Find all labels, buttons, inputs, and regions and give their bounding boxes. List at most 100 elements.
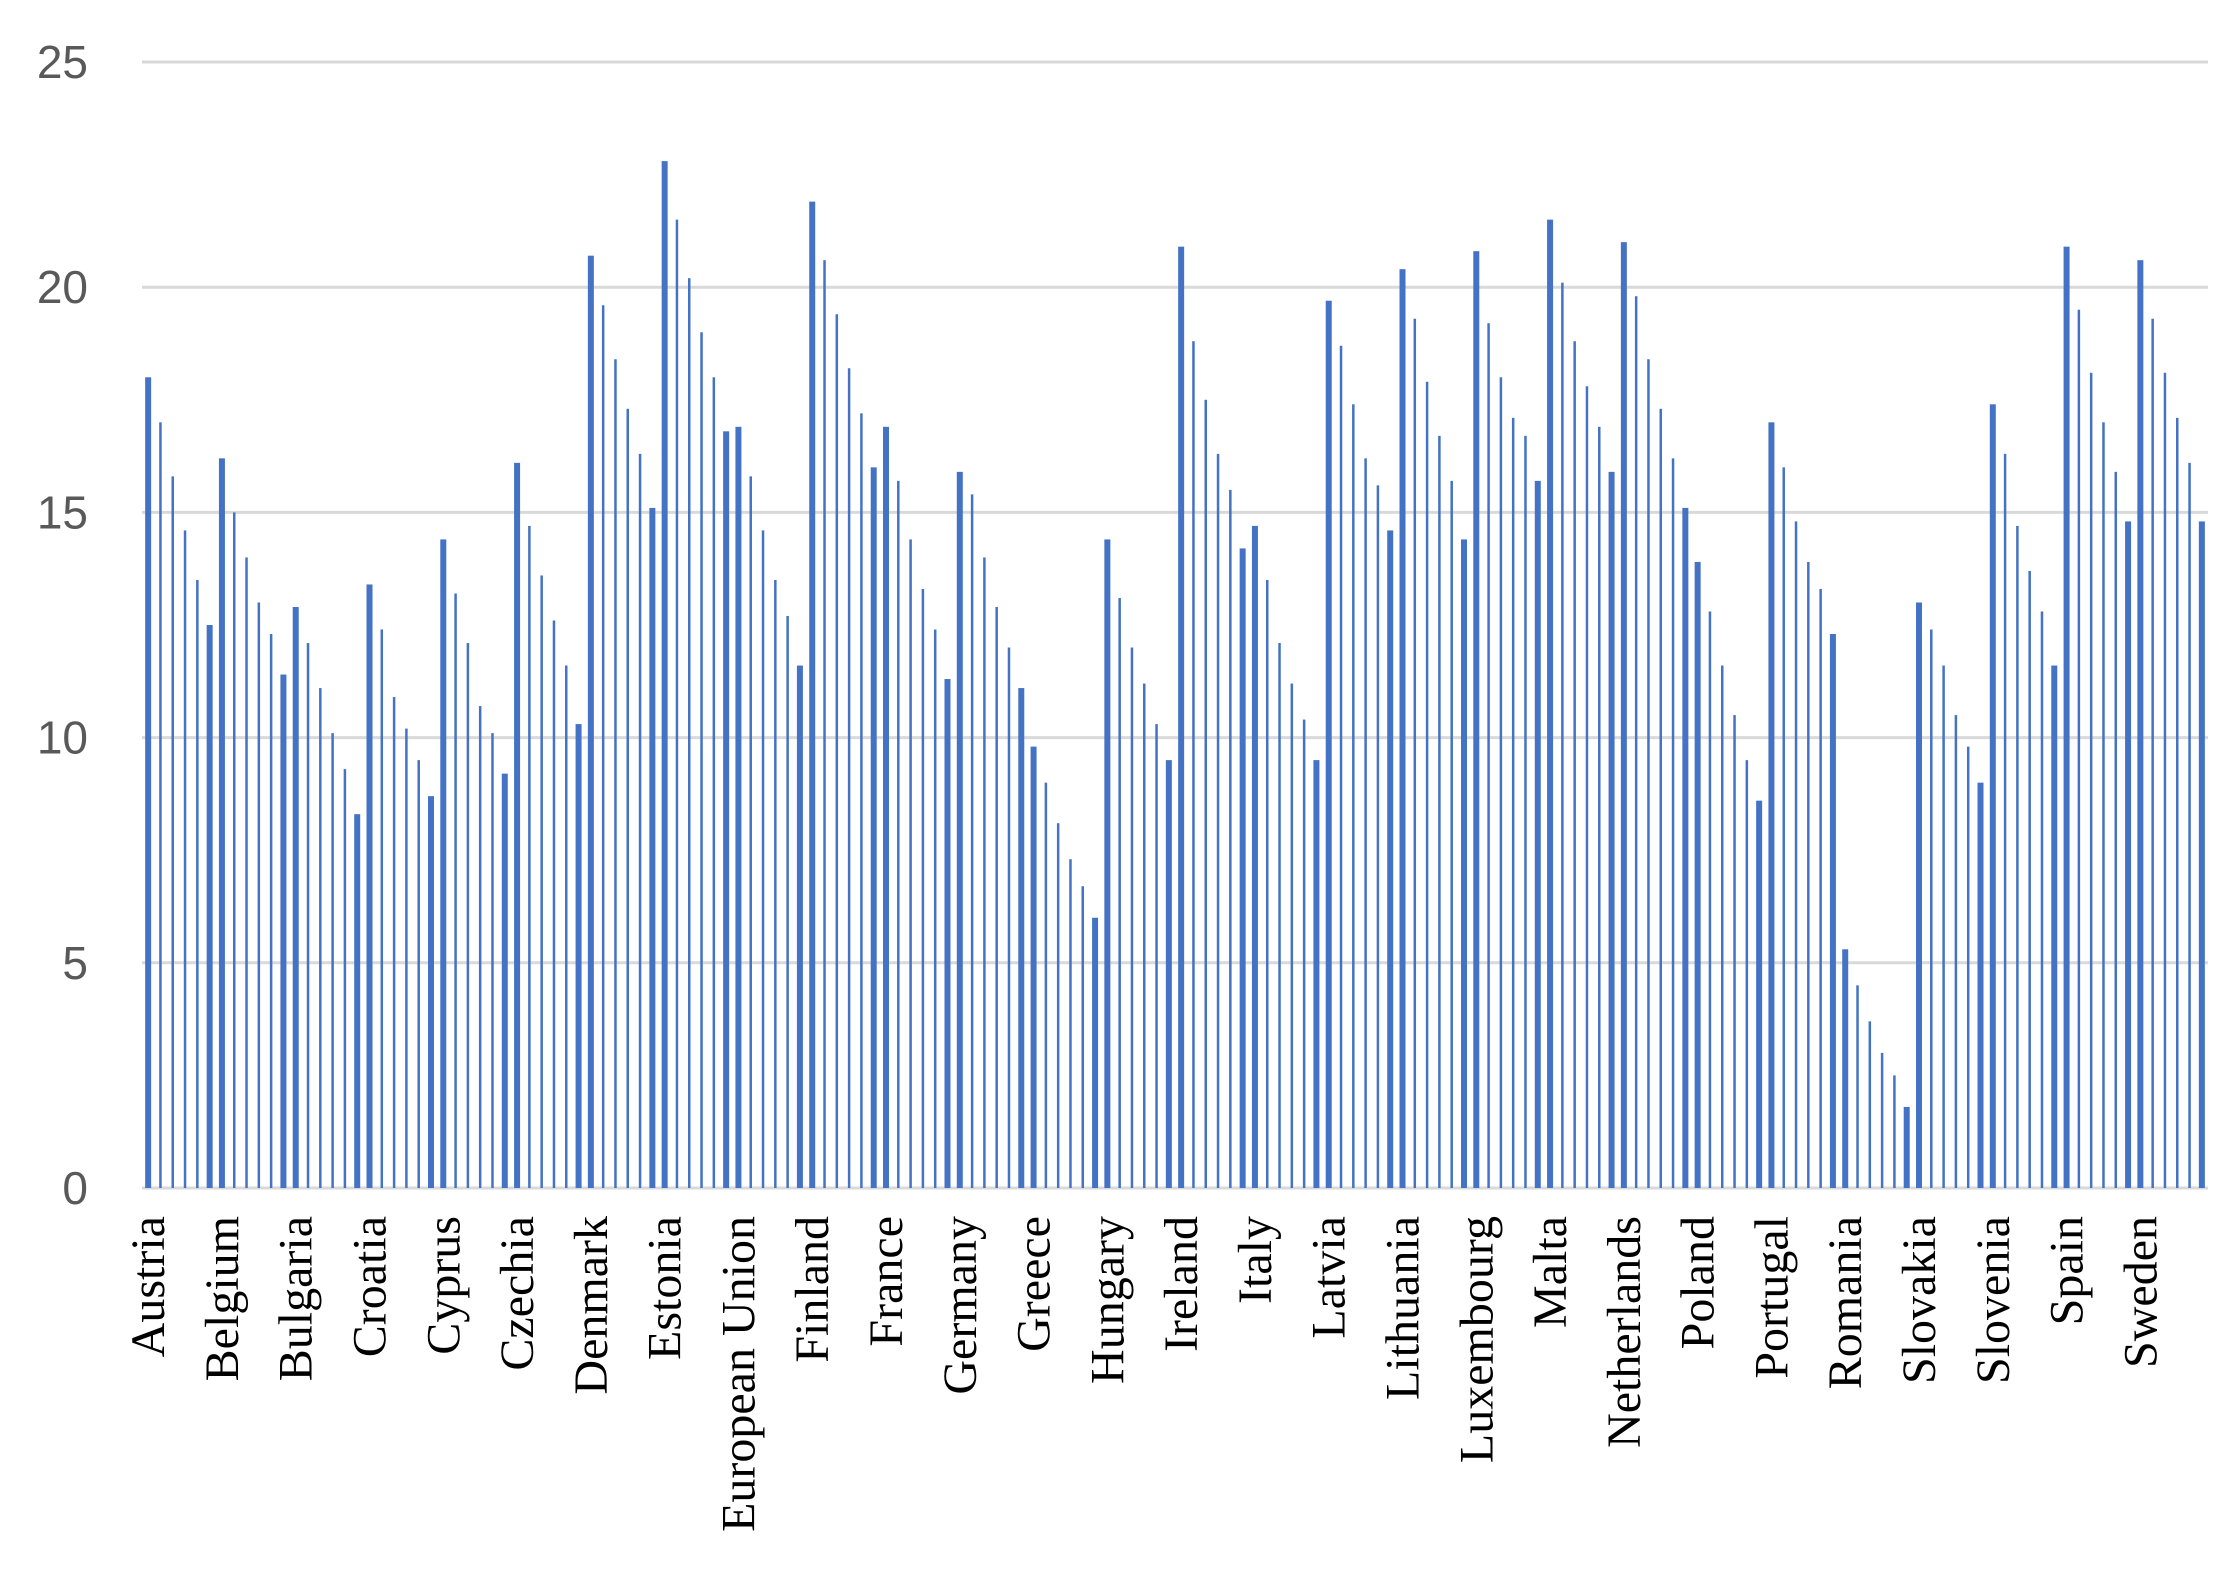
bar-hungary-3: [1130, 647, 1134, 1188]
y-tick-label: 20: [37, 261, 88, 313]
bar-sweden-3: [2163, 372, 2167, 1188]
bar-denmark-2: [601, 305, 605, 1189]
bar-cyprus-5: [491, 733, 494, 1188]
bar-bulgaria-2: [306, 643, 310, 1188]
x-tick-label: Ireland: [1155, 1216, 1208, 1352]
bar-greece-6: [1092, 917, 1099, 1188]
bar-portugal-2: [1782, 467, 1785, 1188]
bar-austria-5: [196, 579, 199, 1188]
y-tick-label: 25: [37, 36, 88, 88]
bar-estonia-2: [675, 219, 679, 1188]
bar-spain-3: [2089, 372, 2093, 1188]
bar-romania-5: [1893, 1075, 1896, 1188]
bar-spain-1: [2063, 246, 2070, 1188]
bar-greece-1: [1030, 746, 1037, 1188]
bar-czechia-3: [540, 575, 543, 1188]
bar-luxembourg-6: [1534, 480, 1541, 1188]
bar-denmark-5: [638, 453, 642, 1189]
bar-lithuania-2: [1413, 318, 1417, 1189]
y-tick-label: 10: [37, 712, 88, 764]
bar-slovakia-6: [1977, 782, 1984, 1188]
bar-poland-6: [1756, 800, 1763, 1188]
bar-slovenia-4: [2028, 570, 2031, 1188]
bar-netherlands-2: [1634, 296, 1638, 1189]
x-tick-label: Lithuania: [1377, 1216, 1430, 1400]
x-tick-label: Hungary: [1081, 1216, 1134, 1384]
bar-luxembourg-2: [1487, 323, 1490, 1189]
bar-slovakia-1: [1916, 602, 1923, 1188]
bar-ireland-4: [1216, 453, 1220, 1189]
bar-france-1: [883, 426, 890, 1188]
bar-czechia-2: [528, 525, 531, 1188]
y-tick-label: 0: [62, 1162, 88, 1214]
bar-germany-2: [970, 494, 974, 1188]
x-tick-label: Italy: [1229, 1216, 1282, 1304]
bar-latvia-5: [1376, 485, 1380, 1188]
bar-germany-4: [995, 606, 998, 1188]
bar-netherlands-5: [1671, 458, 1675, 1189]
bar-netherlands-1: [1620, 242, 1627, 1188]
bar-germany-3: [983, 557, 986, 1188]
bar-spain-2: [2077, 309, 2081, 1189]
bar-estonia-6: [723, 431, 730, 1189]
bar-finland-1: [809, 201, 816, 1188]
bar-european-union-4: [774, 579, 777, 1188]
bar-greece-3: [1056, 823, 1060, 1188]
bar-lithuania-4: [1438, 435, 1441, 1189]
bar-sweden-6: [2198, 521, 2205, 1188]
bar-hungary-1: [1104, 539, 1111, 1188]
x-tick-label: Malta: [1524, 1216, 1577, 1328]
bar-austria-4: [183, 530, 187, 1188]
bar-poland-2: [1708, 611, 1712, 1188]
bar-european-union-1: [735, 426, 742, 1188]
bar-italy-1: [1251, 525, 1258, 1188]
bar-croatia-1: [366, 584, 373, 1188]
bars: [145, 161, 2205, 1189]
bar-poland-1: [1694, 561, 1701, 1188]
y-tick-label: 15: [37, 486, 88, 538]
bar-lithuania-5: [1450, 480, 1453, 1188]
bar-malta-5: [1598, 426, 1601, 1188]
bar-italy-3: [1278, 643, 1281, 1188]
bar-austria-2: [159, 422, 162, 1188]
bar-sweden-1: [2137, 260, 2144, 1188]
bar-cyprus-1: [440, 539, 447, 1188]
bar-luxembourg-5: [1524, 435, 1527, 1189]
gridlines: [142, 60, 2208, 1190]
bar-hungary-5: [1155, 724, 1158, 1188]
bar-ireland-2: [1192, 341, 1195, 1188]
x-tick-label: Bulgaria: [270, 1216, 323, 1381]
bar-slovenia-3: [2016, 525, 2019, 1188]
bar-portugal-1: [1768, 422, 1775, 1188]
bar-italy-6: [1313, 760, 1320, 1188]
bar-malta-2: [1561, 282, 1564, 1188]
bar-france-4: [921, 588, 925, 1188]
y-axis-ticks: 0 5 10 15 20 25: [37, 36, 88, 1214]
bar-bulgaria-5: [343, 769, 347, 1188]
bar-luxembourg-4: [1511, 417, 1515, 1188]
bar-estonia-1: [661, 161, 668, 1189]
bar-czechia-5: [565, 665, 568, 1188]
bar-luxembourg-1: [1473, 251, 1480, 1189]
x-tick-label: Poland: [1672, 1216, 1725, 1349]
bar-denmark-3: [614, 359, 617, 1188]
bar-croatia-5: [417, 760, 420, 1188]
bar-croatia-2: [380, 629, 384, 1188]
bar-poland-3: [1720, 665, 1724, 1188]
x-tick-label: Spain: [2041, 1216, 2094, 1325]
x-tick-label: Belgium: [196, 1216, 249, 1381]
bar-croatia-4: [405, 728, 408, 1188]
bar-ireland-3: [1204, 399, 1207, 1188]
bar-romania-4: [1880, 1052, 1884, 1188]
bar-latvia-2: [1339, 345, 1343, 1188]
bar-austria-6: [206, 625, 213, 1188]
x-tick-label: Romania: [1819, 1216, 1872, 1389]
x-tick-label: France: [860, 1216, 913, 1347]
bar-european-union-6: [796, 665, 803, 1188]
x-tick-label: Portugal: [1745, 1216, 1798, 1379]
bar-ireland-1: [1178, 246, 1185, 1188]
bar-sweden-4: [2176, 417, 2179, 1188]
bar-slovenia-6: [2051, 665, 2058, 1188]
bar-belgium-5: [269, 634, 273, 1188]
bar-romania-6: [1903, 1106, 1910, 1188]
